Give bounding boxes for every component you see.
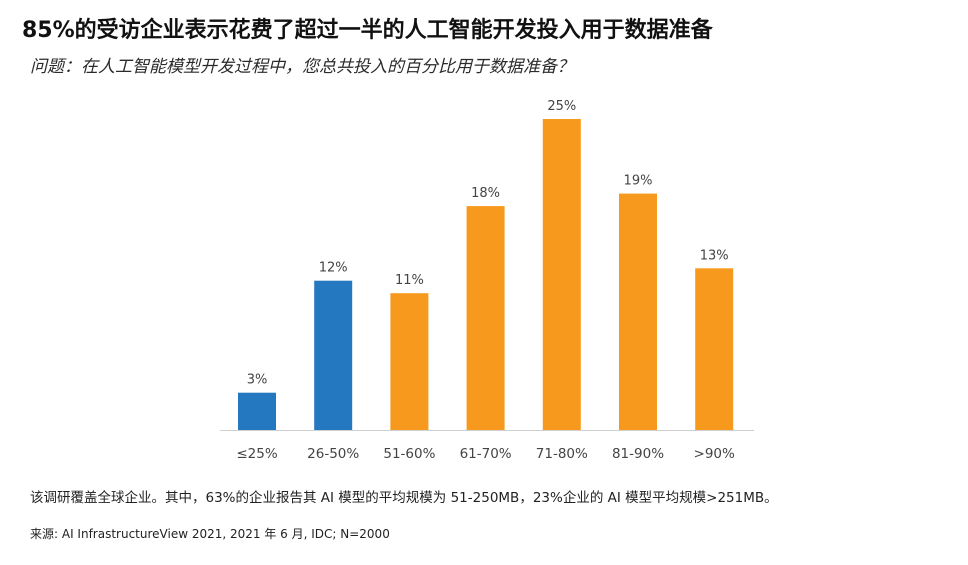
category-label-0: ≤25% bbox=[236, 446, 277, 462]
bar-0 bbox=[238, 392, 276, 430]
chart-title: 85%的受访企业表示花费了超过一半的人工智能开发投入用于数据准备 bbox=[22, 18, 713, 43]
data-label-1: 12% bbox=[319, 261, 348, 276]
bar-2 bbox=[390, 293, 429, 430]
category-label-5: 81-90% bbox=[612, 446, 664, 462]
chart-subtitle: 问题：在人工智能模型开发过程中，您总共投入的百分比用于数据准备？ bbox=[30, 57, 574, 77]
category-label-2: 51-60% bbox=[383, 446, 435, 462]
data-label-2: 11% bbox=[395, 273, 424, 288]
bar-5 bbox=[619, 193, 657, 430]
data-label-5: 19% bbox=[624, 174, 653, 189]
bar-3 bbox=[466, 206, 505, 430]
bar-6 bbox=[695, 268, 734, 430]
category-label-1: 26-50% bbox=[307, 446, 359, 462]
category-label-3: 61-70% bbox=[460, 446, 512, 462]
bar-1 bbox=[314, 280, 353, 430]
bar-4 bbox=[542, 119, 581, 430]
category-label-4: 71-80% bbox=[536, 446, 588, 462]
survey-note: 该调研覆盖全球企业。其中，63%的企业报告其 AI 模型的平均规模为 51-25… bbox=[30, 490, 778, 506]
source-citation: 来源: AI InfrastructureView 2021, 2021 年 6… bbox=[30, 527, 390, 541]
data-label-6: 13% bbox=[700, 248, 729, 263]
data-label-0: 3% bbox=[247, 373, 268, 388]
category-label-6: >90% bbox=[694, 446, 735, 462]
data-label-3: 18% bbox=[471, 186, 500, 201]
data-label-4: 25% bbox=[547, 99, 576, 114]
